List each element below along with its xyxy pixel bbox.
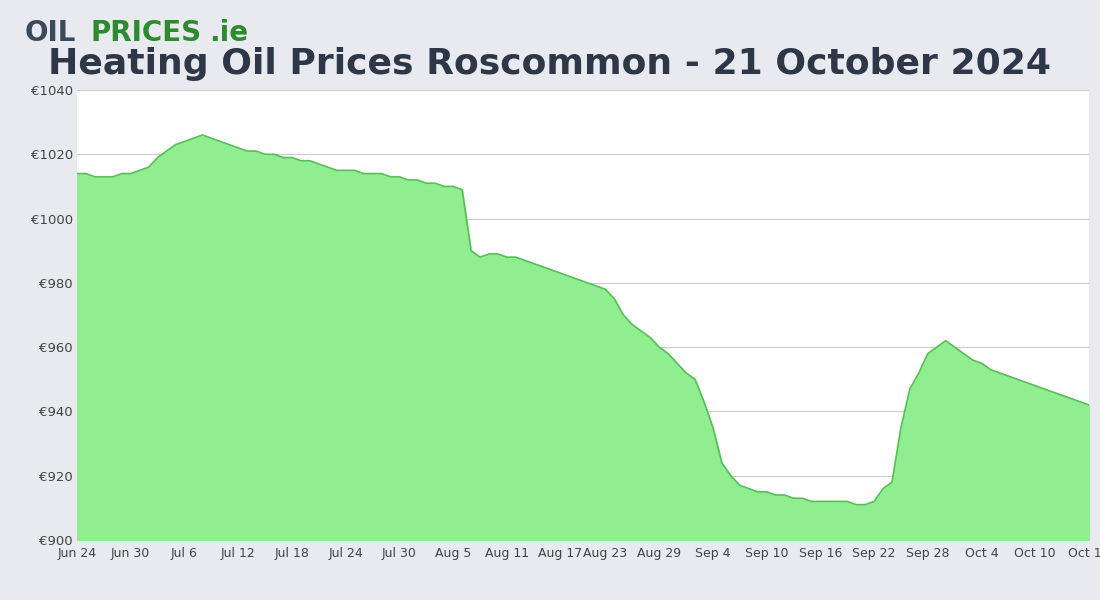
Text: PRICES: PRICES: [90, 19, 201, 47]
Text: .ie: .ie: [209, 19, 249, 47]
Text: Heating Oil Prices Roscommon - 21 October 2024: Heating Oil Prices Roscommon - 21 Octobe…: [48, 47, 1052, 81]
Text: OIL: OIL: [24, 19, 76, 47]
